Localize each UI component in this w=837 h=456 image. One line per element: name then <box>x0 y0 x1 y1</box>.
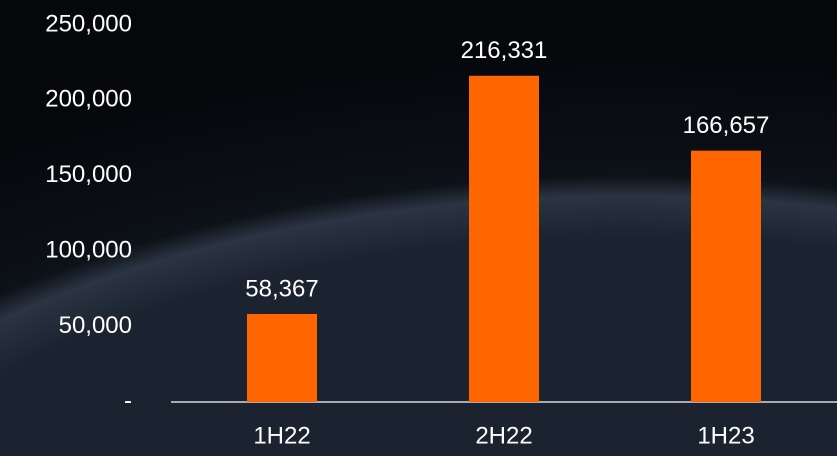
bar <box>469 76 539 402</box>
y-tick-label: 50,000 <box>59 312 132 339</box>
y-tick-label: 250,000 <box>45 10 132 37</box>
y-tick-label: - <box>124 387 132 414</box>
value-label: 216,331 <box>461 37 548 64</box>
bar <box>691 151 761 402</box>
x-tick-label: 1H22 <box>253 422 310 449</box>
y-tick-label: 200,000 <box>45 86 132 113</box>
bar <box>247 314 317 402</box>
value-label: 58,367 <box>245 275 318 302</box>
page: {"chart_data": {"type": "bar", "categori… <box>0 0 837 456</box>
x-tick-label: 1H23 <box>697 422 754 449</box>
y-tick-label: 150,000 <box>45 161 132 188</box>
value-label: 166,657 <box>683 112 770 139</box>
y-tick-label: 100,000 <box>45 237 132 264</box>
chart: - 50,000 100,000 150,000 200,000 250,000 1H22 5… <box>0 0 837 456</box>
x-tick-label: 2H22 <box>475 422 532 449</box>
